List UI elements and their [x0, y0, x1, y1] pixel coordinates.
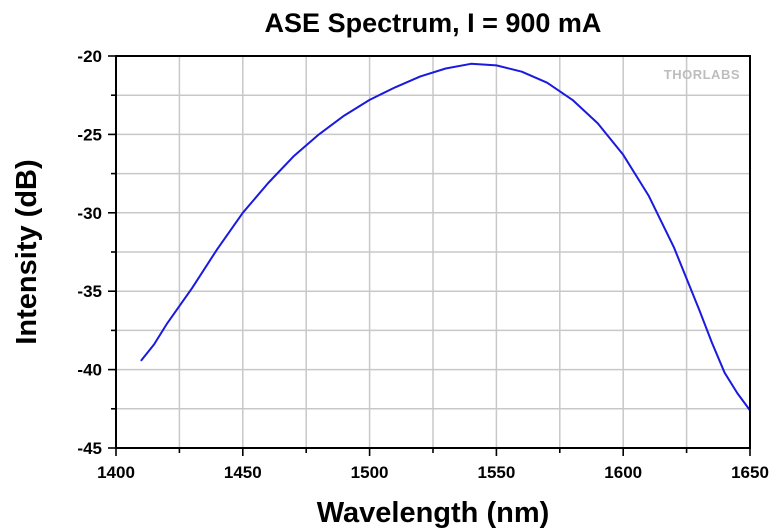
y-tick-label: -20	[77, 47, 102, 66]
x-tick-label: 1550	[477, 463, 515, 482]
x-tick-label: 1450	[224, 463, 262, 482]
x-tick-label: 1500	[351, 463, 389, 482]
tick-labels: 1400 1450 1500 1550 1600 1650 -20 -25 -30 -35 -40 -…	[77, 47, 768, 482]
y-tick-label: -45	[77, 439, 102, 458]
y-tick-label: -35	[77, 282, 102, 301]
chart-title: ASE Spectrum, I = 900 mA	[265, 8, 602, 38]
y-axis-label: Intensity (dB)	[11, 159, 43, 344]
series-layer	[140, 62, 751, 412]
x-tick-label: 1600	[604, 463, 642, 482]
y-tick-label: -30	[77, 204, 102, 223]
axis-ticks	[108, 55, 751, 456]
y-tick-label: -40	[77, 361, 102, 380]
y-tick-label: -25	[77, 125, 102, 144]
x-tick-label: 1400	[97, 463, 135, 482]
thorlabs-logo: THORLABS	[664, 67, 740, 82]
series-line-ase-spectrum	[140, 62, 751, 412]
grid-lines	[116, 56, 750, 448]
x-tick-label: 1650	[731, 463, 769, 482]
x-axis-label: Wavelength (nm)	[317, 497, 550, 529]
